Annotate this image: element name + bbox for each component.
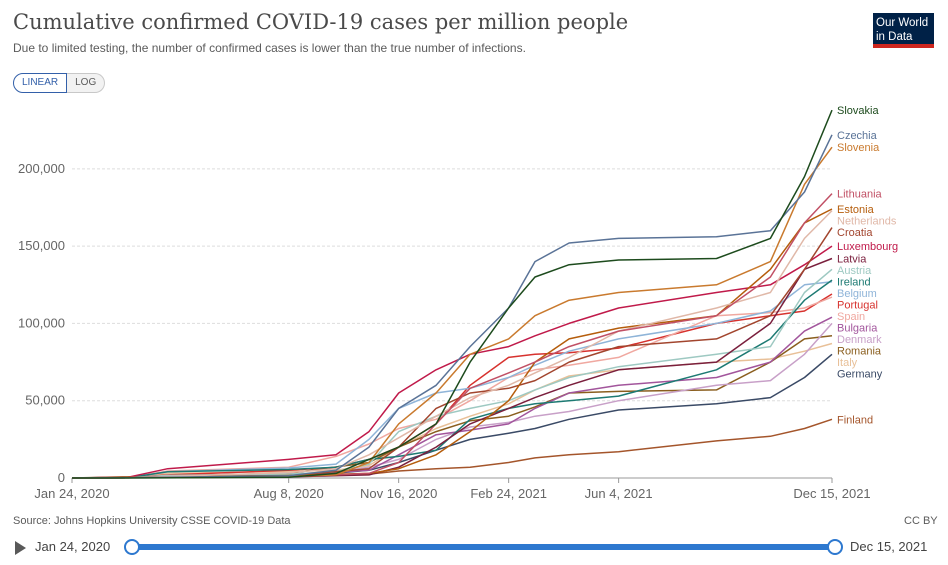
series-line-czechia[interactable] — [71, 134, 833, 479]
timeline: Jan 24, 2020 Dec 15, 2021 — [0, 532, 948, 562]
series-label-spain[interactable]: Spain — [837, 311, 865, 323]
log-scale-button[interactable]: LOG — [67, 73, 106, 93]
license-link[interactable]: CC BY — [904, 515, 938, 527]
timeline-end-date: Dec 15, 2021 — [850, 539, 928, 554]
logo-line-2: in Data — [876, 31, 913, 43]
x-tick-label: Aug 8, 2020 — [254, 486, 324, 501]
play-icon[interactable] — [15, 541, 26, 555]
series-label-croatia[interactable]: Croatia — [837, 227, 873, 239]
series-label-netherlands[interactable]: Netherlands — [837, 216, 897, 228]
series-label-ireland[interactable]: Ireland — [837, 276, 871, 288]
series-label-slovakia[interactable]: Slovakia — [837, 105, 879, 117]
series-line-germany[interactable] — [71, 353, 833, 479]
x-tick-label: Nov 16, 2020 — [360, 486, 437, 501]
series-line-finland[interactable] — [71, 418, 833, 479]
series-line-netherlands[interactable] — [71, 210, 833, 479]
series-label-belgium[interactable]: Belgium — [837, 288, 877, 300]
series-label-austria[interactable]: Austria — [837, 265, 872, 277]
timeline-end-handle[interactable] — [827, 539, 843, 555]
series-line-spain[interactable] — [71, 296, 833, 479]
series-line-slovakia[interactable] — [72, 109, 833, 479]
y-axis-ticks: 0 50,000 100,000 150,000 200,000 — [18, 161, 65, 485]
y-tick-label: 200,000 — [18, 161, 65, 176]
series-label-slovenia[interactable]: Slovenia — [837, 142, 880, 154]
y-tick-label: 50,000 — [25, 393, 65, 408]
source-note[interactable]: Source: Johns Hopkins University CSSE CO… — [13, 515, 291, 527]
timeline-start-handle[interactable] — [124, 539, 140, 555]
series-label-portugal[interactable]: Portugal — [837, 299, 878, 311]
scale-toggle: LINEAR LOG — [13, 73, 106, 93]
series-line-ireland[interactable] — [71, 279, 833, 479]
chart-subtitle: Due to limited testing, the number of co… — [13, 41, 526, 55]
y-tick-label: 150,000 — [18, 238, 65, 253]
series-line-croatia[interactable] — [71, 227, 833, 479]
series-line-latvia[interactable] — [71, 257, 833, 479]
series-label-lithuania[interactable]: Lithuania — [837, 189, 883, 201]
series-line-lithuania[interactable] — [71, 193, 833, 479]
x-tick-label: Jun 4, 2021 — [585, 486, 653, 501]
owid-logo[interactable]: Our World in Data — [873, 13, 934, 48]
linear-scale-button[interactable]: LINEAR — [13, 73, 68, 93]
x-tick-label: Dec 15, 2021 — [793, 486, 870, 501]
x-tick-label: Feb 24, 2021 — [470, 486, 547, 501]
series-line-romania[interactable] — [71, 335, 833, 479]
series-label-romania[interactable]: Romania — [837, 345, 882, 357]
series-label-estonia[interactable]: Estonia — [837, 204, 875, 216]
series-line-slovenia[interactable] — [71, 146, 833, 479]
series-label-latvia[interactable]: Latvia — [837, 253, 867, 265]
logo-line-1: Our World — [876, 17, 929, 29]
chart-series-lines — [71, 109, 833, 479]
series-line-estonia[interactable] — [71, 208, 833, 479]
logo-bar — [873, 44, 934, 48]
y-tick-label: 0 — [58, 470, 65, 485]
series-line-belgium[interactable] — [71, 280, 833, 479]
series-label-finland[interactable]: Finland — [837, 414, 873, 426]
x-tick-label: Jan 24, 2020 — [34, 486, 109, 501]
chart-title: Cumulative confirmed COVID-19 cases per … — [13, 10, 629, 34]
timeline-start-date: Jan 24, 2020 — [35, 539, 111, 554]
series-label-germany[interactable]: Germany — [837, 368, 883, 380]
line-chart: 0 50,000 100,000 150,000 200,000 Jan 24, 202… — [18, 105, 898, 501]
series-label-bulgaria[interactable]: Bulgaria — [837, 322, 878, 334]
series-label-denmark[interactable]: Denmark — [837, 334, 882, 346]
series-label-italy[interactable]: Italy — [837, 357, 858, 369]
timeline-track[interactable] — [131, 544, 834, 550]
series-label-czechia[interactable]: Czechia — [837, 130, 878, 142]
x-axis-ticks: Jan 24, 2020 Aug 8, 2020 Nov 16, 2020 Feb 2… — [34, 478, 871, 501]
series-line-bulgaria[interactable] — [71, 316, 833, 479]
series-line-portugal[interactable] — [71, 293, 833, 479]
series-line-austria[interactable] — [71, 268, 833, 479]
series-label-luxembourg[interactable]: Luxembourg — [837, 241, 898, 253]
y-tick-label: 100,000 — [18, 315, 65, 330]
